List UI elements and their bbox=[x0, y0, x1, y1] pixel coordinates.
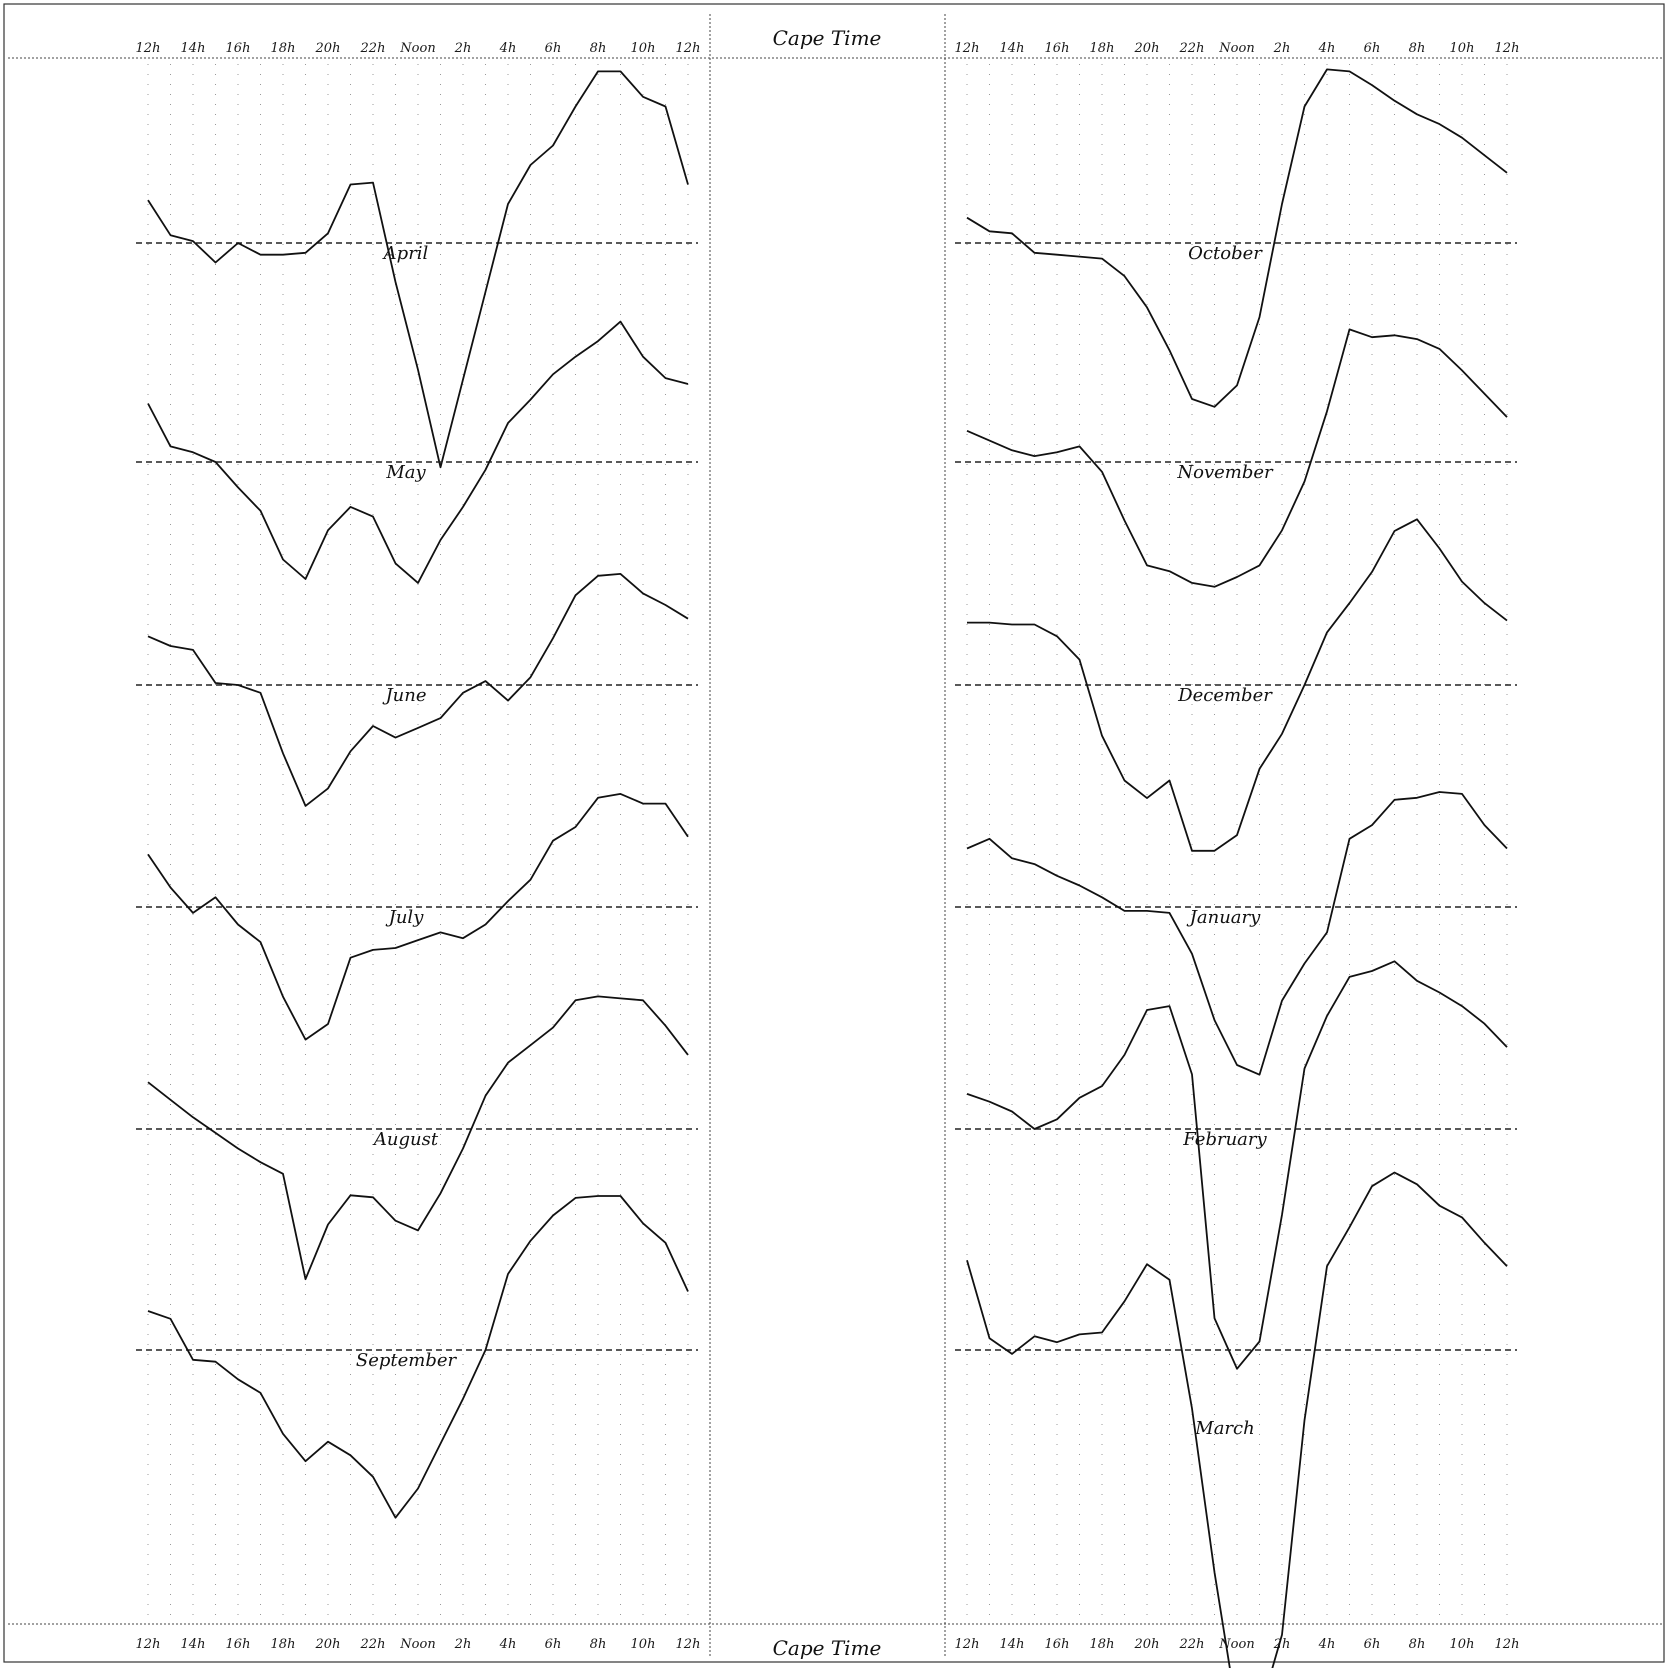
x-tick-label-bottom: 18h bbox=[271, 1637, 296, 1652]
x-tick-label-bottom: 4h bbox=[1318, 1637, 1336, 1652]
x-tick-label-bottom: 12h bbox=[955, 1637, 980, 1652]
series-label-october: October bbox=[1188, 243, 1263, 264]
series-line-october bbox=[966, 68, 1508, 408]
series-line-june bbox=[147, 573, 689, 807]
plate-border bbox=[3, 3, 1665, 1663]
x-tick-label-bottom: 10h bbox=[1450, 1637, 1475, 1652]
x-tick-label-bottom: 6h bbox=[1364, 1637, 1381, 1652]
x-tick-label-top: 20h bbox=[315, 41, 341, 56]
series-line-july bbox=[147, 793, 689, 1041]
axis-title-bottom: Cape Time bbox=[773, 1636, 882, 1660]
x-tick-label-top: 4h bbox=[499, 41, 517, 56]
x-tick-label-bottom: 8h bbox=[590, 1637, 607, 1652]
x-tick-label-bottom: 12h bbox=[676, 1637, 701, 1652]
x-tick-label-top: 12h bbox=[136, 41, 161, 56]
x-tick-label-top: 10h bbox=[631, 41, 656, 56]
x-tick-label-top: 2h bbox=[1273, 41, 1291, 56]
series-line-september bbox=[147, 1195, 689, 1519]
series-label-september: September bbox=[356, 1350, 458, 1371]
series-line-april bbox=[147, 70, 689, 469]
x-tick-label-bottom: 18h bbox=[1090, 1637, 1115, 1652]
x-tick-label-bottom: 16h bbox=[1045, 1637, 1070, 1652]
left-panel: 12h 12h 14h 14h 16h 16h 18h 18h 20h 20h 22h 22h Noon… bbox=[136, 41, 701, 1652]
x-tick-label-bottom: 22h bbox=[1179, 1637, 1205, 1652]
x-tick-label-bottom: 2h bbox=[1273, 1637, 1291, 1652]
x-tick-label-top: 14h bbox=[181, 41, 206, 56]
x-tick-label-bottom: Noon bbox=[1218, 1637, 1254, 1652]
x-tick-label-bottom: 10h bbox=[631, 1637, 656, 1652]
series-line-march bbox=[966, 1171, 1508, 1668]
series-line-february bbox=[966, 960, 1508, 1370]
x-tick-label-top: 6h bbox=[1364, 41, 1381, 56]
x-tick-label-bottom: 6h bbox=[545, 1637, 562, 1652]
series-line-november bbox=[966, 328, 1508, 588]
series-label-august: August bbox=[372, 1129, 439, 1150]
series-label-june: June bbox=[381, 685, 426, 706]
x-tick-label-top: 4h bbox=[1318, 41, 1336, 56]
x-tick-label-top: 14h bbox=[1000, 41, 1025, 56]
series-label-april: April bbox=[382, 243, 429, 264]
x-tick-label-top: 16h bbox=[1045, 41, 1070, 56]
x-tick-label-bottom: 8h bbox=[1409, 1637, 1426, 1652]
x-tick-label-top: 2h bbox=[454, 41, 472, 56]
x-tick-label-bottom: 4h bbox=[499, 1637, 517, 1652]
x-tick-label-bottom: 16h bbox=[226, 1637, 251, 1652]
series-line-august bbox=[147, 995, 689, 1281]
x-tick-label-bottom: 14h bbox=[181, 1637, 206, 1652]
x-tick-label-top: 10h bbox=[1450, 41, 1475, 56]
x-tick-label-top: 18h bbox=[271, 41, 296, 56]
series-line-january bbox=[966, 791, 1508, 1076]
x-tick-label-bottom: 20h bbox=[315, 1637, 341, 1652]
x-tick-label-top: 12h bbox=[955, 41, 980, 56]
series-label-february: February bbox=[1182, 1129, 1267, 1150]
series-label-may: May bbox=[385, 462, 426, 483]
x-tick-label-top: Noon bbox=[1218, 41, 1254, 56]
x-tick-label-top: 22h bbox=[360, 41, 386, 56]
x-tick-label-top: 6h bbox=[545, 41, 562, 56]
right-panel: 12h 12h 14h 14h 16h 16h 18h 18h 20h 20h 22h 22h Noon… bbox=[955, 41, 1520, 1668]
x-tick-label-bottom: 20h bbox=[1134, 1637, 1160, 1652]
x-tick-label-top: 16h bbox=[226, 41, 251, 56]
x-tick-label-bottom: Noon bbox=[399, 1637, 435, 1652]
series-line-may bbox=[147, 320, 689, 584]
x-tick-label-bottom: 12h bbox=[136, 1637, 161, 1652]
x-tick-label-top: 8h bbox=[1409, 41, 1426, 56]
x-tick-label-top: 18h bbox=[1090, 41, 1115, 56]
x-tick-label-bottom: 2h bbox=[454, 1637, 472, 1652]
series-label-march: March bbox=[1194, 1418, 1254, 1439]
x-tick-label-top: Noon bbox=[399, 41, 435, 56]
series-label-december: December bbox=[1177, 685, 1273, 706]
x-tick-label-top: 12h bbox=[1495, 41, 1520, 56]
x-tick-label-top: 22h bbox=[1179, 41, 1205, 56]
x-tick-label-top: 20h bbox=[1134, 41, 1160, 56]
x-tick-label-top: 8h bbox=[590, 41, 607, 56]
x-tick-label-bottom: 14h bbox=[1000, 1637, 1025, 1652]
series-label-november: November bbox=[1176, 462, 1274, 483]
series-label-july: July bbox=[385, 907, 425, 928]
x-tick-label-bottom: 12h bbox=[1495, 1637, 1520, 1652]
series-line-december bbox=[967, 518, 1508, 852]
x-tick-label-top: 12h bbox=[676, 41, 701, 56]
axis-title-top: Cape Time bbox=[773, 26, 882, 50]
x-tick-label-bottom: 22h bbox=[360, 1637, 386, 1652]
series-label-january: January bbox=[1186, 907, 1261, 928]
